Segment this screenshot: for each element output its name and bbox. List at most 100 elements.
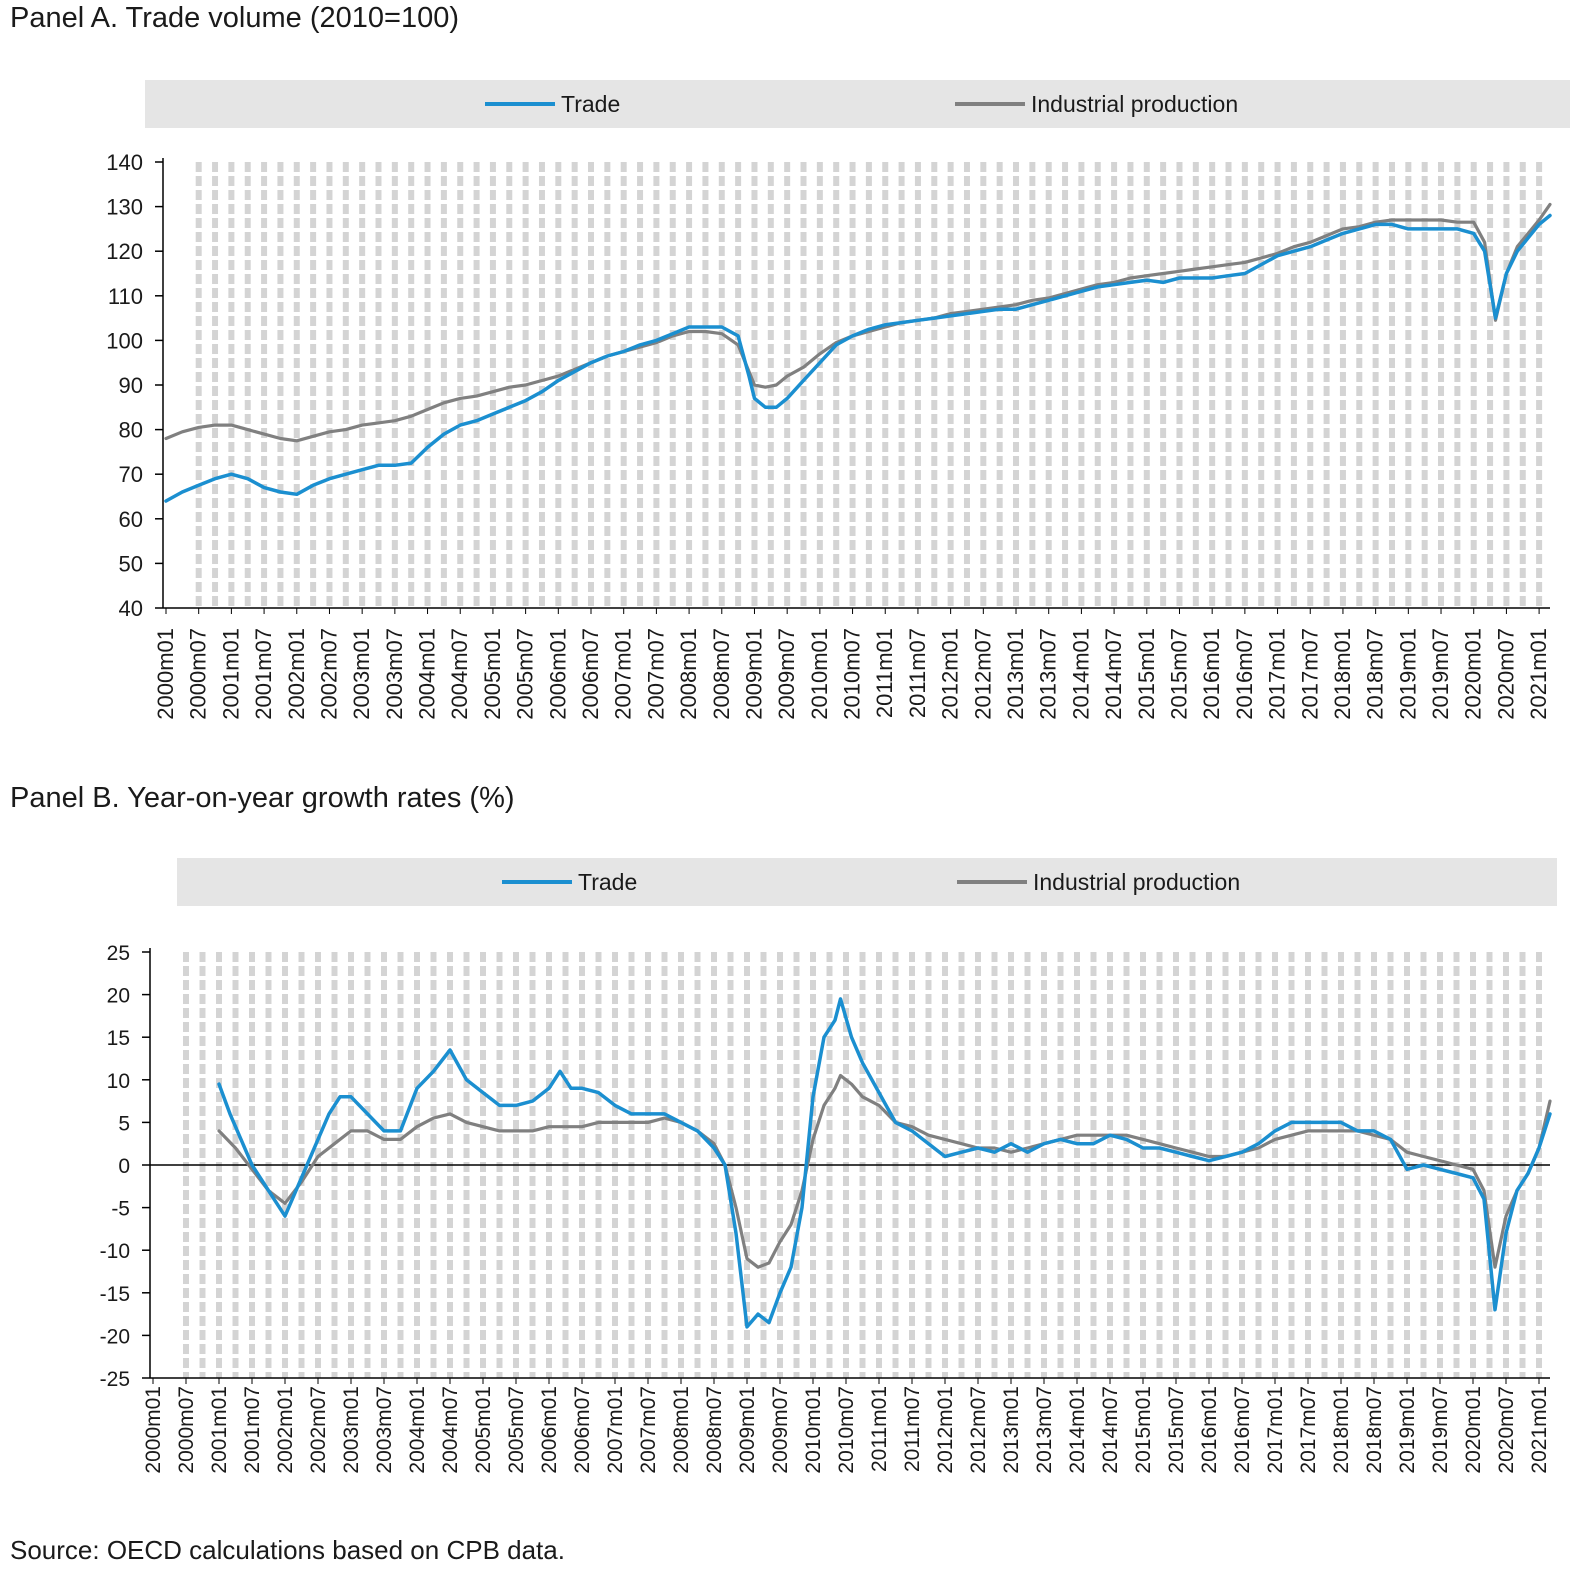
- data-point-industrial-production: [547, 1125, 551, 1128]
- data-point-industrial-production: [1306, 1129, 1310, 1133]
- data-point-trade: [1407, 227, 1410, 231]
- x-tick-label: 2021m01: [1528, 1386, 1551, 1474]
- data-point-industrial-production: [295, 439, 298, 442]
- x-tick-label: 2006m07: [571, 1386, 594, 1474]
- data-point-trade: [393, 464, 397, 467]
- data-point-trade: [580, 1087, 584, 1090]
- data-point-industrial-production: [311, 435, 315, 438]
- x-tick-label: 2014m01: [1066, 1386, 1089, 1474]
- background-bands: [195, 162, 1543, 608]
- data-point-industrial-production: [1472, 221, 1475, 224]
- data-point-trade: [1112, 283, 1116, 286]
- data-point-trade: [344, 473, 348, 476]
- data-point-industrial-production: [745, 1257, 749, 1260]
- data-point-trade: [349, 1095, 353, 1099]
- data-point-trade: [272, 1197, 276, 1201]
- data-point-industrial-production: [333, 1142, 336, 1145]
- data-point-trade: [1323, 1121, 1326, 1124]
- data-point-trade: [1141, 1146, 1145, 1150]
- x-tick-label: 2016m07: [1232, 628, 1257, 720]
- data-point-trade: [785, 397, 789, 400]
- x-tick-label: 2015m07: [1165, 1386, 1188, 1474]
- data-point-industrial-production: [1031, 299, 1034, 302]
- data-point-trade: [1063, 294, 1067, 297]
- x-tick-label: 2017m01: [1264, 1386, 1287, 1474]
- data-point-trade: [1273, 1129, 1277, 1133]
- y-tick-label: 40: [119, 596, 143, 621]
- data-point-trade: [1243, 272, 1247, 275]
- data-point-trade: [982, 310, 985, 313]
- data-point-industrial-production: [1527, 232, 1530, 235]
- x-tick-label: 2020m01: [1461, 628, 1486, 720]
- data-point-trade: [508, 406, 511, 409]
- data-point-industrial-production: [213, 423, 217, 427]
- data-point-industrial-production: [1273, 1138, 1277, 1141]
- data-point-trade: [181, 490, 184, 494]
- data-point-industrial-production: [720, 332, 723, 335]
- data-point-trade: [800, 1206, 804, 1209]
- data-point-industrial-production: [442, 401, 446, 405]
- data-point-industrial-production: [1439, 218, 1443, 222]
- data-point-industrial-production: [789, 1223, 793, 1226]
- data-point-trade: [745, 1325, 749, 1329]
- x-tick-label: 2011m07: [901, 1386, 924, 1472]
- data-point-trade: [833, 1018, 837, 1022]
- data-point-industrial-production: [246, 428, 249, 431]
- data-point-trade: [279, 490, 282, 494]
- data-point-industrial-production: [850, 1082, 853, 1086]
- data-point-trade: [540, 390, 544, 393]
- data-point-trade: [294, 1189, 298, 1192]
- data-point-trade: [1505, 272, 1508, 275]
- data-point-trade: [789, 1266, 793, 1269]
- x-tick-label: 2001m01: [208, 1386, 231, 1474]
- data-point-industrial-production: [366, 1129, 369, 1133]
- data-point-trade: [569, 1087, 573, 1090]
- x-tick-label: 2005m01: [472, 1386, 495, 1474]
- legend-label-industrial-production: Industrial production: [1031, 90, 1239, 117]
- data-point-industrial-production: [811, 1138, 815, 1141]
- data-point-industrial-production: [360, 423, 364, 427]
- data-point-trade: [573, 370, 576, 373]
- data-point-trade: [1494, 316, 1497, 320]
- data-point-industrial-production: [328, 430, 331, 434]
- data-point-industrial-production: [1210, 265, 1214, 269]
- data-point-trade: [811, 1095, 815, 1099]
- background-bands: [183, 952, 1542, 1378]
- data-point-industrial-production: [1009, 1151, 1013, 1154]
- x-tick-label: 2006m07: [578, 628, 603, 720]
- y-tick-label: 20: [107, 985, 130, 1008]
- data-point-trade: [1372, 1129, 1376, 1133]
- data-point-industrial-production: [1125, 1133, 1128, 1137]
- x-tick-label: 2014m07: [1099, 1386, 1122, 1474]
- data-point-industrial-production: [822, 1104, 826, 1107]
- panel-b-legend: Trade Industrial production: [177, 858, 1557, 906]
- x-tick-label: 2011m01: [868, 1386, 891, 1472]
- y-tick-label: -20: [100, 1325, 130, 1348]
- data-point-industrial-production: [1504, 1214, 1508, 1218]
- data-point-industrial-production: [1141, 1138, 1145, 1141]
- x-tick-label: 2010m01: [802, 1386, 825, 1474]
- x-tick-label: 2015m07: [1166, 628, 1191, 720]
- x-tick-label: 2017m01: [1265, 628, 1290, 720]
- x-tick-label: 2019m07: [1428, 628, 1453, 720]
- x-tick-label: 2003m01: [340, 1386, 363, 1474]
- x-tick-label: 2007m07: [637, 1386, 660, 1474]
- data-point-trade: [1504, 1231, 1508, 1235]
- data-point-trade: [753, 397, 756, 400]
- panel-b-title: Panel B. Year-on-year growth rates (%): [10, 782, 515, 814]
- data-point-industrial-production: [775, 383, 778, 387]
- data-point-trade: [217, 1082, 221, 1086]
- data-point-trade: [1108, 1133, 1112, 1137]
- data-point-industrial-production: [465, 1121, 468, 1124]
- panel-a-legend: Trade Industrial production: [145, 80, 1570, 128]
- x-tick-label: 2005m07: [505, 1386, 528, 1474]
- data-point-trade: [164, 499, 168, 503]
- data-point-industrial-production: [1290, 1133, 1293, 1137]
- data-point-trade: [851, 334, 854, 338]
- data-point-trade: [415, 1087, 419, 1090]
- data-point-trade: [679, 1121, 683, 1124]
- data-point-trade: [228, 1112, 232, 1116]
- data-point-trade: [835, 343, 838, 347]
- data-point-trade: [1240, 1151, 1244, 1154]
- data-point-industrial-production: [540, 379, 544, 382]
